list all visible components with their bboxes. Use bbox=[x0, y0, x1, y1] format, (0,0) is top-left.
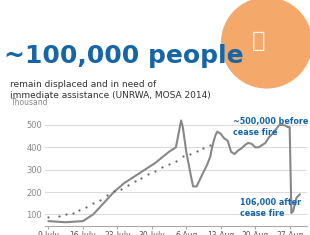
Point bbox=[208, 143, 213, 147]
Point bbox=[166, 162, 171, 166]
Text: Thousand: Thousand bbox=[11, 98, 48, 107]
Point bbox=[63, 212, 68, 216]
Point bbox=[98, 198, 103, 202]
Point bbox=[146, 172, 151, 176]
Ellipse shape bbox=[222, 0, 310, 88]
Point bbox=[70, 212, 75, 215]
Point bbox=[125, 184, 130, 187]
Point bbox=[77, 208, 82, 212]
Point bbox=[139, 176, 144, 179]
Point bbox=[104, 193, 109, 197]
Point bbox=[56, 214, 61, 218]
Point bbox=[180, 154, 185, 158]
Text: immediate assistance (UNRWA, MOSA 2014): immediate assistance (UNRWA, MOSA 2014) bbox=[10, 91, 211, 100]
Text: Internally displaced people: Internally displaced people bbox=[9, 16, 213, 29]
Point bbox=[111, 189, 116, 193]
Text: 106,000 after
cease fire: 106,000 after cease fire bbox=[240, 198, 301, 218]
Text: remain displaced and in need of: remain displaced and in need of bbox=[10, 80, 156, 89]
Text: ~500,000 before
cease fire: ~500,000 before cease fire bbox=[233, 117, 308, 137]
Point bbox=[118, 187, 123, 191]
Point bbox=[201, 147, 206, 150]
Point bbox=[132, 179, 137, 183]
Point bbox=[194, 149, 199, 153]
Point bbox=[187, 152, 192, 156]
Text: ~100,000 people: ~100,000 people bbox=[4, 44, 244, 68]
Point bbox=[173, 159, 178, 163]
Point bbox=[153, 169, 158, 173]
Point bbox=[160, 165, 165, 169]
Point bbox=[84, 205, 89, 208]
Point bbox=[91, 201, 96, 205]
Point bbox=[46, 215, 51, 219]
Text: 🚶: 🚶 bbox=[252, 31, 265, 51]
